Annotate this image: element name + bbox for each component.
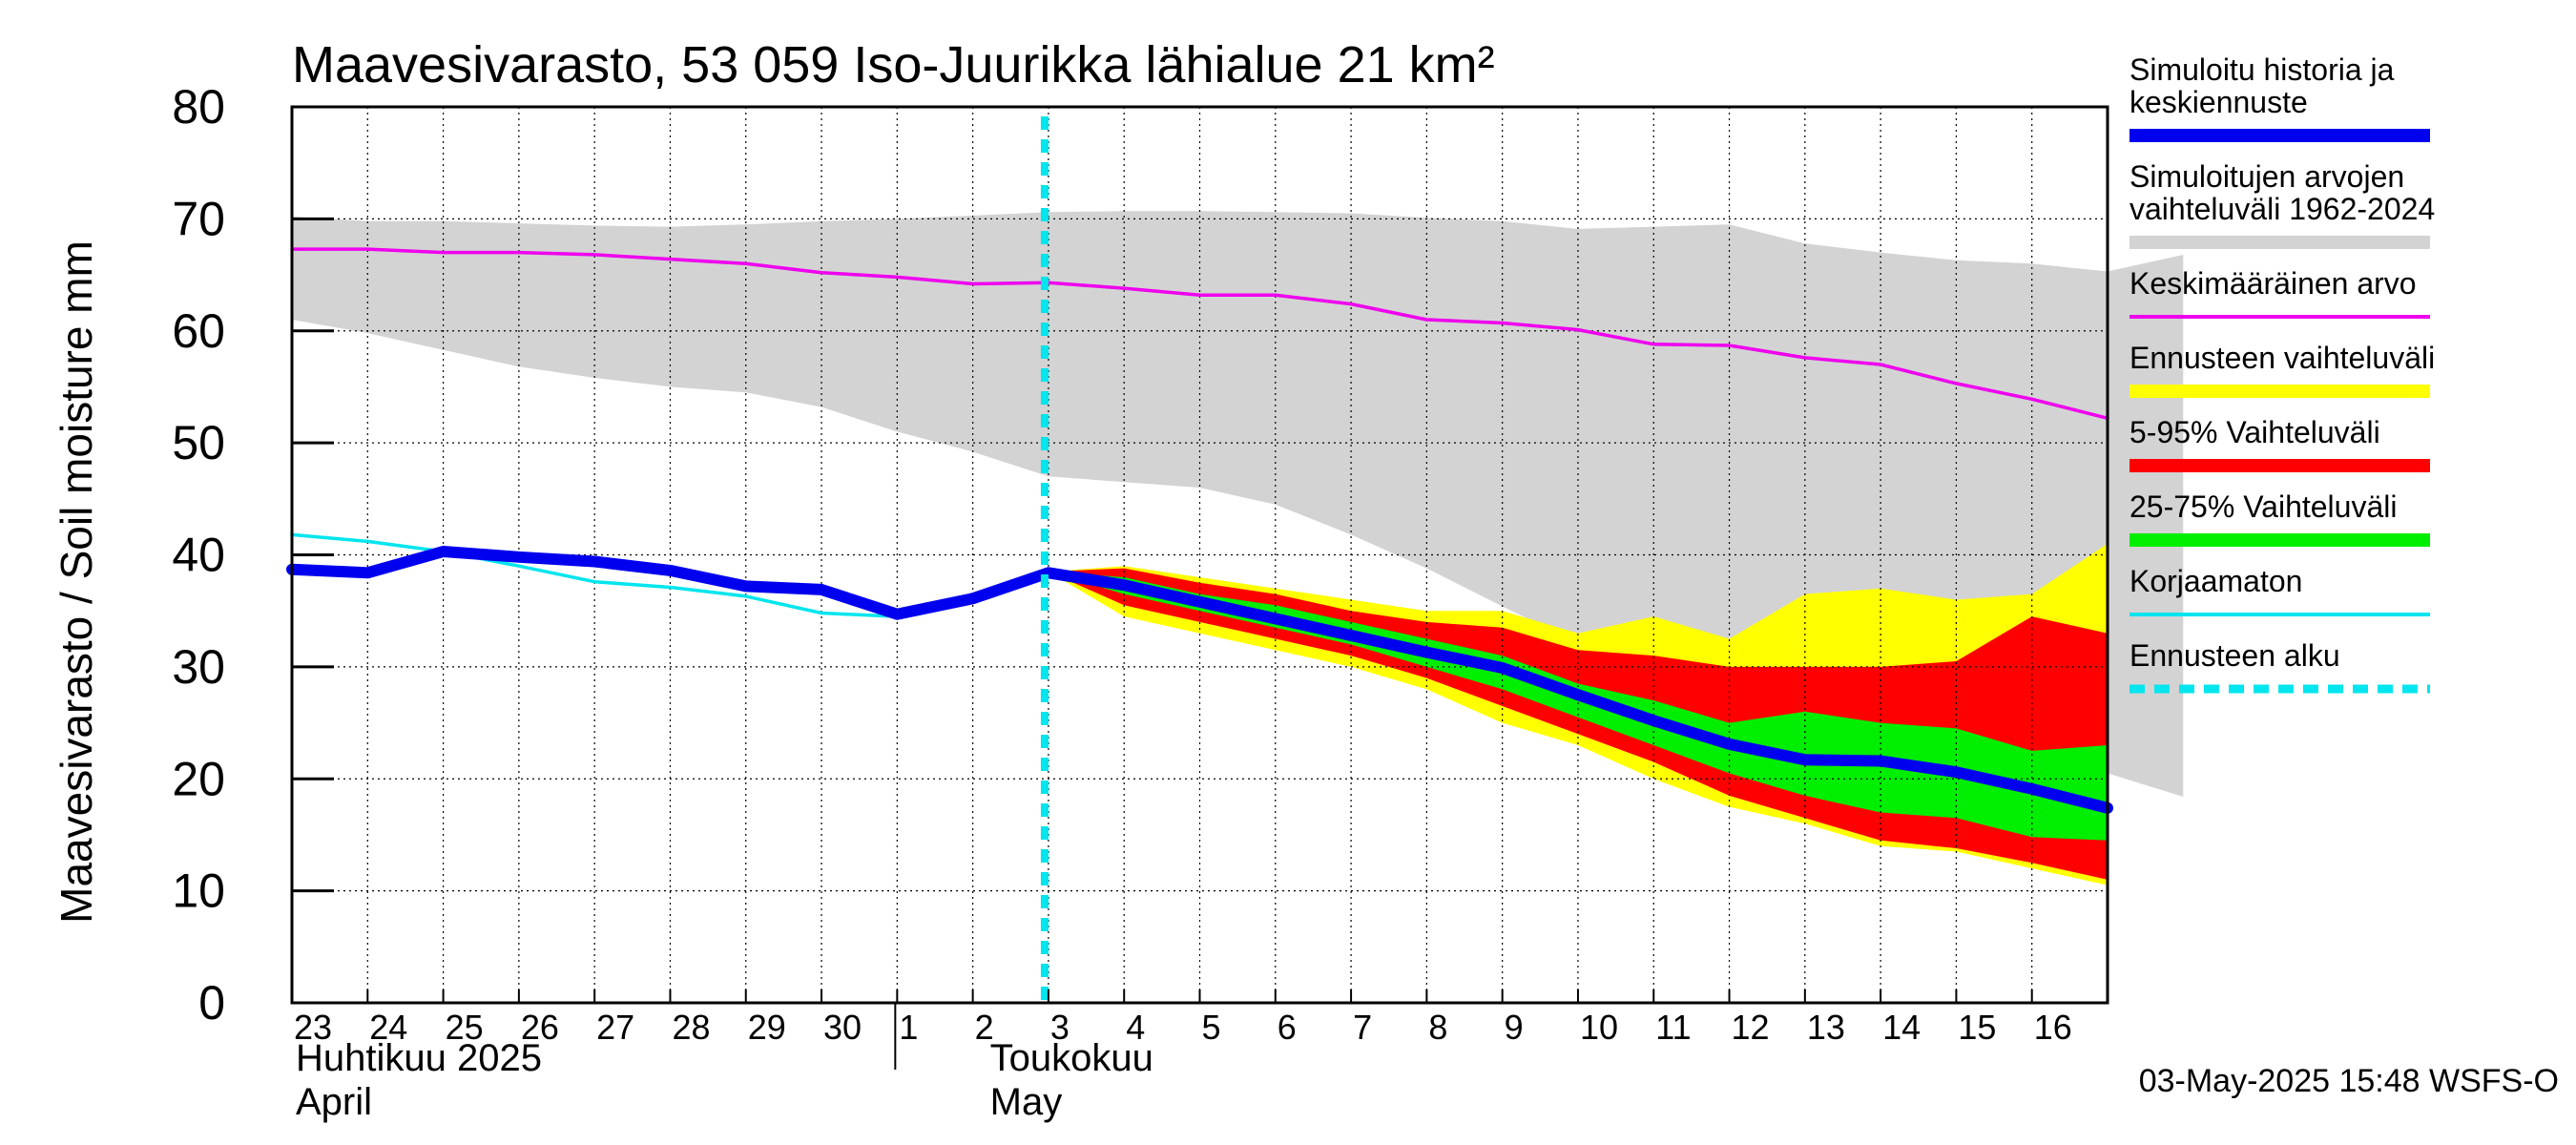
month-label-en: April — [296, 1081, 372, 1123]
y-tick-label: 0 — [198, 976, 225, 1030]
y-axis-ticks: 0 10 20 30 40 50 60 70 80 — [172, 80, 334, 1030]
x-tick-label: 8 — [1428, 1008, 1447, 1047]
legend-label: 5-95% Vaihteluväli — [2129, 415, 2380, 449]
x-tick-label: 27 — [596, 1008, 634, 1047]
y-tick-label: 20 — [172, 752, 225, 805]
x-tick-label: 14 — [1882, 1008, 1921, 1047]
x-tick-label: 5 — [1202, 1008, 1221, 1047]
x-tick-label: 1 — [899, 1008, 918, 1047]
month-label-fi: Huhtikuu 2025 — [296, 1037, 542, 1079]
x-tick-label: 6 — [1278, 1008, 1297, 1047]
plot-frame — [290, 105, 2109, 1005]
x-tick-label: 11 — [1655, 1008, 1691, 1047]
x-tick-label: 29 — [748, 1008, 786, 1047]
simulated-forecast-line — [286, 546, 2113, 814]
y-tick-label: 30 — [172, 640, 225, 694]
x-tick-label: 9 — [1505, 1008, 1524, 1047]
legend-label: Simuloitujen arvojen — [2129, 159, 2404, 194]
x-tick-label: 3 — [1050, 1008, 1070, 1047]
x-tick-label: 12 — [1732, 1008, 1770, 1047]
x-tick-label: 25 — [446, 1008, 484, 1047]
y-tick-label: 40 — [172, 529, 225, 582]
x-tick-label: 28 — [672, 1008, 710, 1047]
y-axis-label: Maavesivarasto / Soil moisture mm — [52, 240, 101, 924]
x-tick-label: 30 — [823, 1008, 862, 1047]
y-tick-label: 70 — [172, 192, 225, 245]
x-tick-label: 26 — [521, 1008, 559, 1047]
legend-label: keskiennuste — [2129, 85, 2308, 119]
legend-label: vaihteluväli 1962-2024 — [2129, 192, 2435, 226]
month-label-en: May — [990, 1081, 1063, 1123]
x-tick-label: 10 — [1580, 1008, 1618, 1047]
x-tick-label: 2 — [975, 1008, 994, 1047]
legend-label: Simuloitu historia ja — [2129, 52, 2395, 87]
y-tick-label: 80 — [172, 80, 225, 134]
month-label-fi: Toukokuu — [990, 1037, 1153, 1079]
x-tick-label: 24 — [369, 1008, 407, 1047]
mean-line — [290, 247, 2109, 421]
legend-label: Korjaamaton — [2129, 564, 2302, 598]
p25-75-range-band — [1048, 572, 2108, 841]
chart-title: Maavesivarasto, 53 059 Iso-Juurikka lähi… — [292, 36, 1495, 94]
series-lines — [286, 116, 2113, 1003]
x-tick-label: 15 — [1958, 1008, 1996, 1047]
x-tick-label: 7 — [1353, 1008, 1372, 1047]
x-tick-label: 4 — [1126, 1008, 1145, 1047]
y-tick-label: 10 — [172, 864, 225, 918]
x-axis-ticks: 23 24 25 26 27 28 29 30 1 2 3 4 5 6 7 8 9 10 11 12 13 14 15 16 — [291, 989, 2109, 1070]
y-tick-label: 50 — [172, 416, 225, 469]
legend-label: Ennusteen vaihteluväli — [2129, 341, 2435, 375]
legend-label: 25-75% Vaihteluväli — [2129, 489, 2397, 524]
x-tick-label: 13 — [1807, 1008, 1845, 1047]
x-tick-label: 23 — [294, 1008, 332, 1047]
legend-label: Keskimääräinen arvo — [2129, 266, 2417, 301]
footer-timestamp: 03-May-2025 15:48 WSFS-O — [2139, 1063, 2559, 1099]
x-tick-label: 16 — [2034, 1008, 2072, 1047]
legend-label: Ennusteen alku — [2129, 638, 2340, 673]
y-tick-label: 60 — [172, 304, 225, 358]
